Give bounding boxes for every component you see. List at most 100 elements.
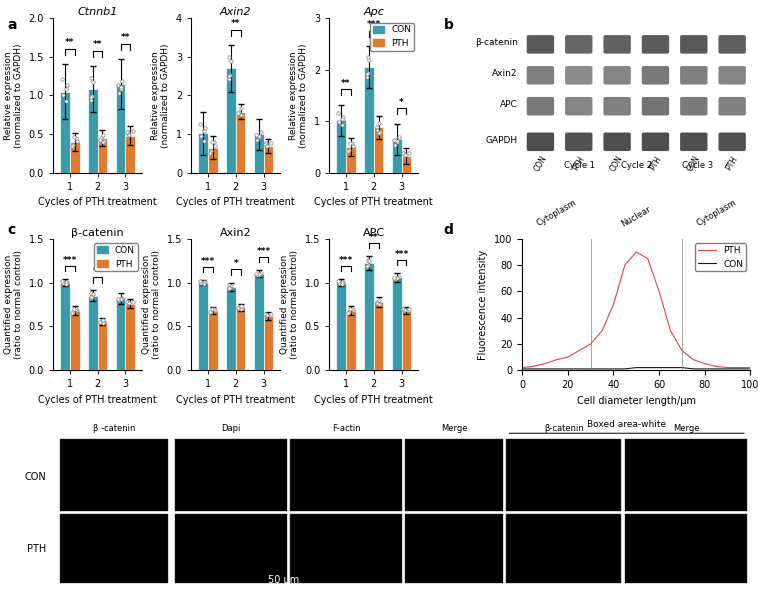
- Point: [233, 109, 245, 118]
- Point: [123, 298, 135, 308]
- Point: [61, 277, 74, 286]
- Point: [393, 133, 405, 142]
- FancyBboxPatch shape: [527, 97, 554, 116]
- Bar: [392, 139, 402, 172]
- PTH: [689, 356, 698, 364]
- Point: [374, 127, 386, 136]
- Y-axis label: Quantified expression
(ratio to normal control): Quantified expression (ratio to normal c…: [4, 250, 23, 359]
- Point: [371, 298, 383, 308]
- Text: e: e: [8, 392, 17, 406]
- Point: [346, 141, 359, 151]
- Bar: [364, 264, 374, 370]
- Point: [333, 117, 345, 127]
- Point: [233, 303, 245, 313]
- Point: [57, 278, 69, 288]
- Point: [371, 125, 383, 135]
- Point: [96, 137, 108, 147]
- Point: [253, 270, 265, 279]
- Text: β-catenin: β-catenin: [475, 39, 518, 47]
- Legend: PTH, CON: PTH, CON: [695, 244, 746, 271]
- Text: Cycle 1: Cycle 1: [564, 160, 595, 169]
- Point: [223, 75, 235, 84]
- Point: [343, 308, 356, 317]
- Point: [336, 114, 348, 124]
- CON: [631, 364, 641, 371]
- Point: [205, 147, 218, 156]
- PTH: [529, 362, 538, 370]
- Point: [199, 279, 211, 288]
- Bar: [198, 133, 208, 172]
- PTH: [552, 356, 561, 364]
- PTH: [735, 364, 744, 371]
- X-axis label: Cycles of PTH treatment: Cycles of PTH treatment: [38, 395, 157, 405]
- Point: [342, 308, 354, 317]
- Bar: [226, 287, 236, 370]
- PTH: [540, 360, 550, 367]
- Point: [121, 128, 133, 138]
- PTH: [700, 360, 709, 367]
- Bar: [226, 68, 236, 172]
- Point: [235, 110, 247, 120]
- FancyBboxPatch shape: [603, 66, 631, 84]
- Point: [399, 306, 412, 315]
- Y-axis label: Fluorescence intensity: Fluorescence intensity: [478, 250, 488, 359]
- Point: [208, 306, 221, 315]
- Bar: [208, 311, 218, 370]
- Point: [390, 273, 402, 283]
- Bar: [264, 316, 273, 370]
- X-axis label: Cycles of PTH treatment: Cycles of PTH treatment: [315, 197, 433, 207]
- Point: [114, 295, 127, 305]
- Point: [362, 68, 374, 78]
- CON: [712, 365, 721, 373]
- Bar: [374, 302, 384, 370]
- Point: [337, 112, 349, 121]
- CON: [597, 365, 606, 373]
- PTH: [563, 353, 572, 361]
- CON: [655, 364, 664, 371]
- CON: [575, 365, 584, 373]
- Point: [224, 71, 236, 81]
- Text: PTH: PTH: [648, 154, 663, 172]
- Point: [96, 317, 108, 326]
- Text: Axin2: Axin2: [492, 69, 518, 78]
- X-axis label: Cycles of PTH treatment: Cycles of PTH treatment: [38, 197, 157, 207]
- FancyBboxPatch shape: [527, 66, 554, 84]
- Text: **: **: [231, 19, 240, 28]
- Title: Axin2: Axin2: [220, 228, 252, 238]
- Line: CON: CON: [522, 368, 750, 369]
- Point: [122, 127, 134, 136]
- Text: c: c: [8, 223, 16, 237]
- Point: [70, 304, 82, 314]
- Bar: [98, 321, 108, 370]
- Point: [235, 104, 247, 113]
- Point: [97, 315, 109, 324]
- Point: [112, 295, 124, 305]
- Point: [398, 305, 410, 315]
- Point: [260, 139, 272, 148]
- Point: [344, 304, 356, 314]
- Point: [67, 308, 80, 317]
- Y-axis label: Relative expression
(normalized to GAPDH): Relative expression (normalized to GAPDH…: [4, 43, 23, 148]
- CON: [678, 364, 687, 371]
- Point: [251, 135, 263, 145]
- PTH: [666, 327, 675, 335]
- Point: [199, 124, 211, 133]
- CON: [643, 364, 652, 371]
- Bar: [60, 283, 70, 370]
- Bar: [336, 120, 346, 172]
- PTH: [723, 364, 732, 371]
- Point: [399, 148, 411, 157]
- Bar: [70, 311, 80, 370]
- Point: [251, 270, 263, 280]
- CON: [540, 365, 550, 373]
- Point: [259, 139, 271, 148]
- Text: CON: CON: [686, 154, 702, 173]
- Point: [70, 136, 83, 145]
- Point: [57, 90, 69, 99]
- Point: [343, 145, 356, 155]
- Point: [117, 76, 129, 86]
- FancyBboxPatch shape: [565, 66, 593, 84]
- Bar: [116, 298, 125, 370]
- Text: 50 μm: 50 μm: [268, 575, 299, 585]
- Point: [342, 146, 354, 156]
